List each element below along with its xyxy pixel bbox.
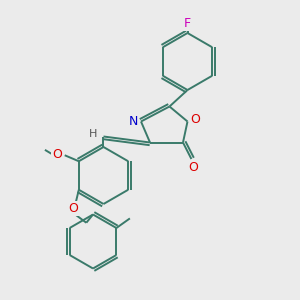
Text: H: H — [89, 129, 97, 139]
Text: N: N — [129, 115, 138, 128]
Text: F: F — [184, 16, 191, 30]
Text: O: O — [188, 161, 198, 174]
Text: O: O — [190, 112, 200, 126]
Text: O: O — [68, 202, 78, 215]
Text: O: O — [52, 148, 62, 161]
